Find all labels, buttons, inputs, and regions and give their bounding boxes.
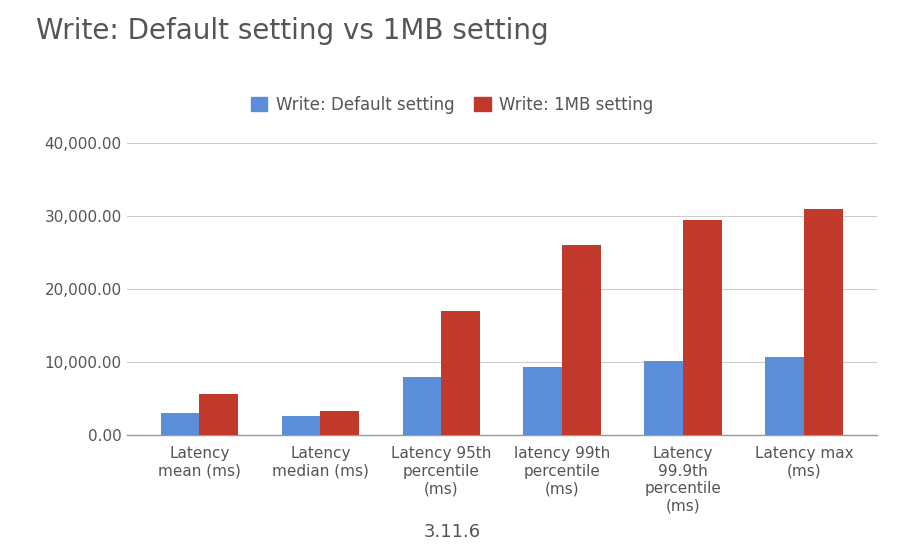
- Bar: [320, 411, 358, 435]
- Bar: [200, 393, 237, 435]
- Bar: [161, 413, 200, 435]
- Legend: Write: Default setting, Write: 1MB setting: Write: Default setting, Write: 1MB setti…: [244, 89, 659, 121]
- Bar: [523, 367, 562, 435]
- Text: 3.11.6: 3.11.6: [423, 523, 480, 541]
- Bar: [683, 220, 721, 435]
- Bar: [765, 357, 803, 435]
- Bar: [562, 246, 600, 435]
- Bar: [803, 209, 842, 435]
- Text: Write: Default setting vs 1MB setting: Write: Default setting vs 1MB setting: [36, 17, 548, 45]
- Bar: [282, 416, 320, 435]
- Bar: [441, 311, 479, 435]
- Bar: [644, 360, 683, 435]
- Bar: [402, 377, 441, 435]
